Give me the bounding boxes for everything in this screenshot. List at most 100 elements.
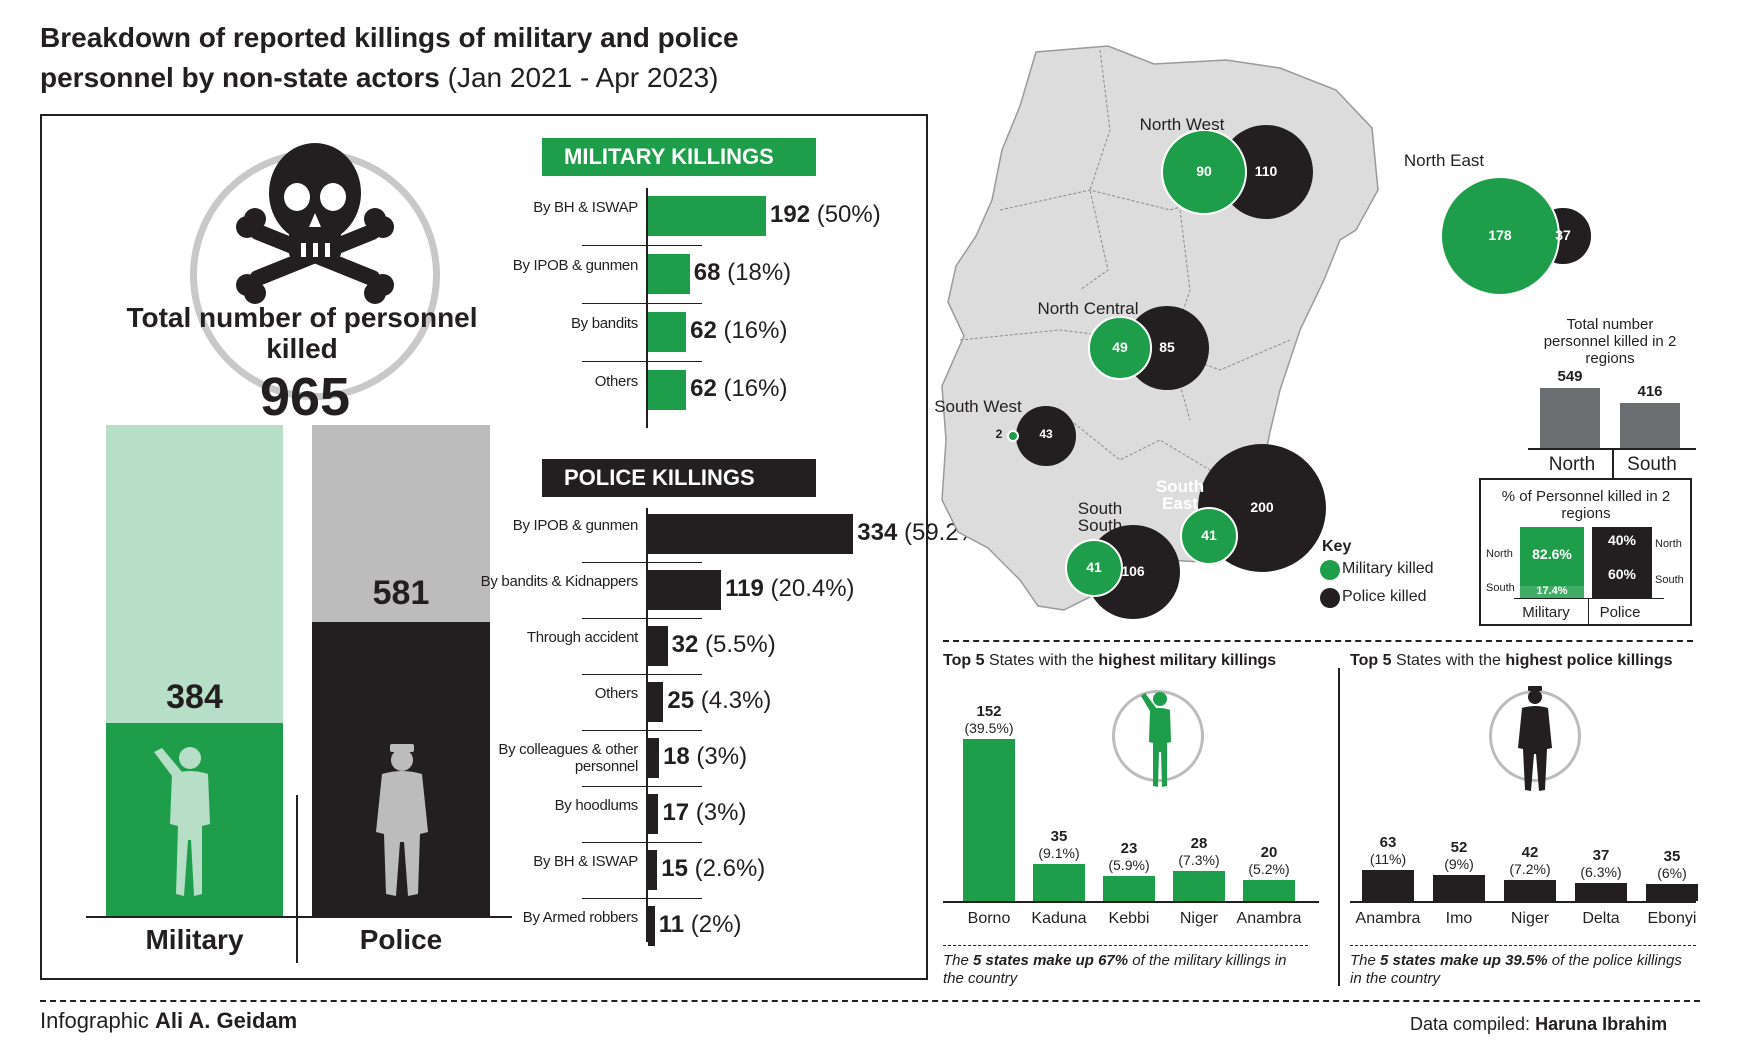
title-line-2: personnel by non-state actors	[40, 62, 440, 93]
regions-total-title: Total number personnel killed in 2 regio…	[1543, 316, 1677, 367]
bar-value-label: 32 (5.5%)	[671, 631, 776, 658]
top5-value-label: 152 (39.5%)	[964, 703, 1014, 737]
top5-category-label: Imo	[1445, 910, 1473, 927]
skull-crossbones-icon	[236, 143, 394, 304]
region-north-label: North	[1548, 454, 1596, 475]
map-region-label: North East	[1403, 151, 1485, 170]
top5-bar	[1033, 863, 1085, 901]
map-region-label: South East	[1155, 477, 1205, 513]
map-police-value: 106	[1121, 563, 1145, 579]
bar-category-label: Through accident	[526, 629, 638, 646]
top-police-title: Top 5 States with the highest police kil…	[1350, 652, 1673, 669]
top5-category-label: Anambra	[1236, 910, 1302, 927]
top5-bar	[1646, 883, 1698, 901]
top5-value-label: 35 (9.1%)	[1038, 827, 1080, 861]
bar-category-label: By BH & ISWAP	[533, 199, 638, 216]
map-region-label: North Central	[1037, 299, 1139, 318]
bar	[648, 850, 658, 890]
top-police-baseline	[1350, 901, 1696, 903]
bar-baseline	[86, 916, 512, 918]
top5-category-label: Borno	[967, 910, 1011, 927]
bar-row-rule	[582, 898, 702, 899]
key-military-swatch	[1320, 560, 1340, 580]
top-military-note-line	[943, 945, 1308, 946]
map-military-value: 178	[1488, 227, 1512, 243]
top5-bar	[1433, 875, 1485, 901]
police-bar-bg	[312, 425, 490, 622]
top5-value-label: 37 (6.3%)	[1580, 846, 1622, 880]
title-line-1: Breakdown of reported killings of milita…	[40, 22, 739, 53]
map-police-value: 110	[1254, 163, 1278, 179]
map-region-label: South West	[934, 397, 1022, 416]
bar-value-label: 68 (18%)	[693, 259, 792, 286]
bar-value-label: 25 (4.3%)	[667, 687, 772, 714]
top-police-note: The 5 states make up 39.5% of the police…	[1350, 952, 1682, 987]
regions-total-divider	[1612, 448, 1614, 478]
bar	[648, 626, 668, 666]
bar-row-rule	[582, 303, 702, 304]
map-police-value: 37	[1555, 227, 1571, 243]
top5-value-label: 20 (5.2%)	[1248, 843, 1290, 877]
key-police-label: Police killed	[1342, 588, 1427, 605]
top5-bar	[1103, 876, 1155, 901]
map-military-bubble	[1161, 129, 1247, 215]
bar-category-label: By bandits & Kidnappers	[480, 573, 639, 590]
top5-category-label: Niger	[1179, 910, 1219, 927]
region-total-bar	[1620, 402, 1680, 448]
top5-value-label: 28 (7.3%)	[1178, 835, 1220, 869]
footer-credit: Infographic Ali A. Geidam	[40, 1008, 298, 1033]
top-military-title: Top 5 States with the highest military k…	[943, 652, 1277, 669]
bar-category-label: By Armed robbers	[522, 909, 639, 926]
bar-value-label: 11 (2%)	[658, 911, 742, 938]
police-label: Police	[359, 924, 443, 955]
bar-row-rule	[582, 562, 702, 563]
top5-category-label: Ebonyi	[1647, 910, 1697, 927]
pct-north-label-right: North	[1655, 538, 1682, 550]
police-value: 581	[372, 574, 430, 612]
bar-value-label: 192 (50%)	[770, 201, 881, 228]
map-region-label: North West	[1139, 115, 1225, 134]
map-police-value: 43	[1039, 427, 1053, 441]
pct-police-label: Police	[1599, 604, 1641, 621]
region-south-label: South	[1627, 454, 1677, 475]
bar-row-rule	[582, 618, 702, 619]
map-military-bubble	[1180, 507, 1238, 565]
pct-police-north	[1592, 527, 1652, 556]
bar-row-rule	[582, 786, 702, 787]
pct-north-label-left: North	[1486, 548, 1513, 560]
top5-category-label: Anambra	[1355, 910, 1421, 927]
map-military-value: 2	[995, 427, 1003, 441]
bar-category-label: By IPOB & gunmen	[512, 517, 639, 534]
top5-bar	[1243, 879, 1295, 901]
top5-value-label: 35 (6%)	[1657, 847, 1687, 881]
police-killings-header: POLICE KILLINGS	[542, 459, 816, 497]
key-title: Key	[1322, 538, 1352, 555]
bar-category-label: By hoodlums	[554, 797, 639, 814]
top5-bar	[963, 739, 1015, 901]
bar-value-label: 62 (16%)	[690, 375, 788, 402]
pct-baseline	[1514, 598, 1664, 599]
bar	[648, 254, 690, 294]
footer-separator	[40, 1000, 1700, 1002]
soldier-salute-icon	[154, 747, 210, 896]
military-axis	[646, 188, 648, 428]
region-total-value: 416	[1637, 382, 1663, 400]
bar-row-rule	[582, 730, 702, 731]
bar	[648, 682, 664, 722]
bar	[648, 570, 722, 610]
region-total-bar	[1540, 388, 1600, 448]
map-police-value: 200	[1250, 499, 1274, 515]
bar-value-label: 119 (20.4%)	[725, 575, 855, 602]
bar-divider	[296, 795, 298, 963]
regions-pct-title: % of Personnel killed in 2 regions	[1501, 488, 1671, 522]
bar-category-label: Others	[594, 685, 639, 702]
bar-category-label: By colleagues & other personnel	[498, 741, 638, 775]
pct-military-south-value: 17.4%	[1536, 585, 1568, 597]
top5-category-label: Kebbi	[1108, 910, 1150, 927]
bar-category-label: By bandits	[570, 315, 638, 332]
pct-military-south	[1520, 586, 1584, 598]
top-police-note-line	[1350, 945, 1696, 946]
left-panel-frame	[40, 114, 928, 980]
police-axis	[646, 508, 648, 942]
top5-category-label: Delta	[1582, 910, 1620, 927]
